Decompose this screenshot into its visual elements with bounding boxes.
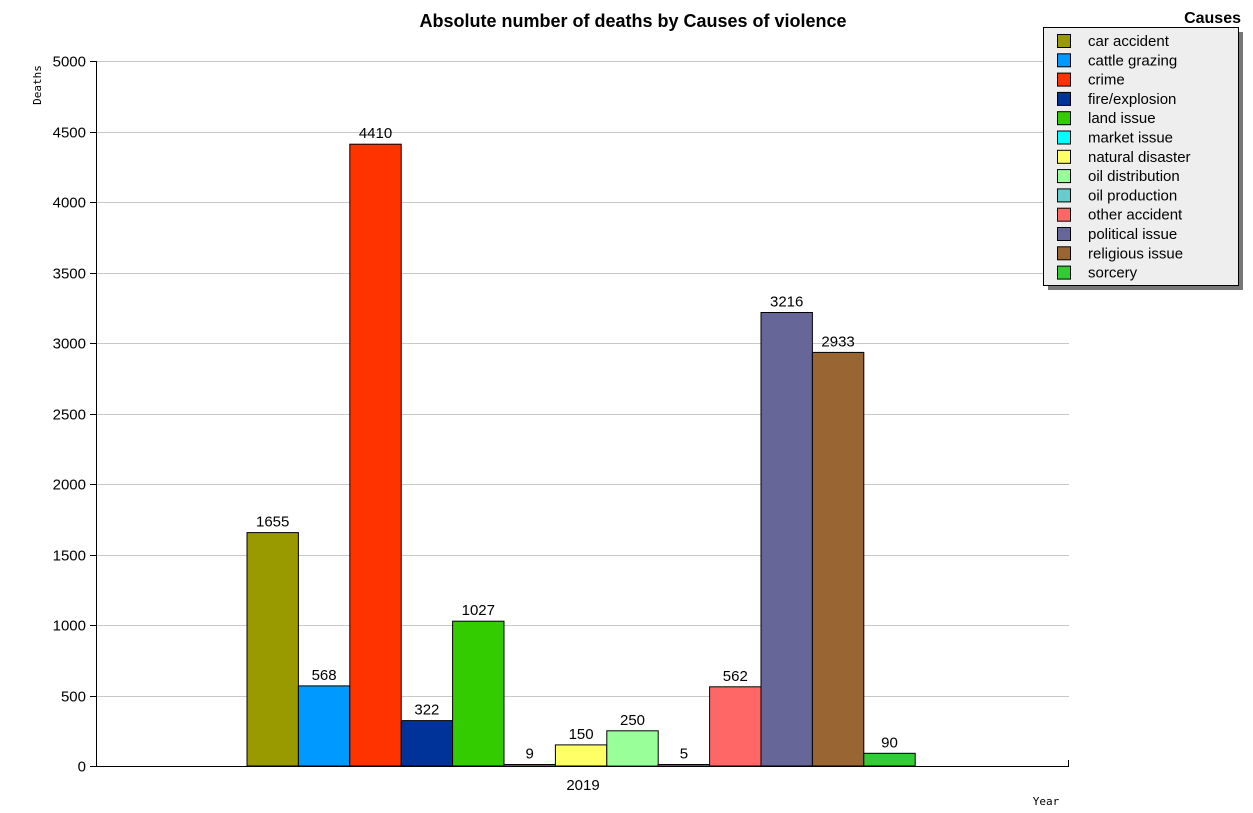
y-tick-label: 3000 — [53, 336, 86, 353]
legend-label: oil production — [1088, 187, 1177, 204]
data-label: 1655 — [256, 514, 289, 531]
y-tick-label: 3500 — [53, 266, 86, 283]
bar-fire-explosion — [400, 720, 454, 767]
legend-swatch — [1057, 149, 1071, 164]
bar-oil-production — [657, 764, 711, 767]
data-label: 150 — [569, 726, 594, 743]
data-label: 568 — [312, 667, 337, 684]
data-label: 4410 — [359, 125, 392, 142]
legend-swatch — [1057, 169, 1071, 184]
bar-cattle-grazing — [297, 685, 351, 767]
data-label: 1027 — [462, 602, 495, 619]
data-label: 2933 — [821, 333, 854, 350]
x-tick-label: 2019 — [566, 777, 599, 794]
legend-label: market issue — [1088, 130, 1173, 147]
data-label: 322 — [414, 702, 439, 719]
data-label: 250 — [620, 712, 645, 729]
y-axis-label: Deaths — [31, 65, 44, 105]
bar-land-issue — [452, 620, 505, 767]
bar-car-accident — [246, 532, 299, 767]
y-tick-label: 0 — [78, 759, 86, 776]
legend-label: fire/explosion — [1088, 91, 1176, 108]
bar-natural-disaster — [554, 744, 608, 767]
legend-label: cattle grazing — [1088, 52, 1177, 69]
y-tick-label: 4000 — [53, 195, 86, 212]
y-tick-label: 1000 — [53, 618, 86, 635]
y-tick-label: 1500 — [53, 548, 86, 565]
bar-market-issue — [503, 764, 556, 767]
legend-label: sorcery — [1088, 265, 1138, 282]
legend-swatch — [1057, 227, 1071, 241]
bar-other-accident — [709, 686, 762, 767]
axes: 0 500 1000 1500 2000 2500 3000 3500 4000 4500 5000… — [53, 54, 1069, 794]
data-label: 3216 — [770, 294, 803, 311]
data-label: 562 — [723, 668, 748, 685]
legend-swatch — [1057, 207, 1071, 222]
bar-religious-issue — [811, 351, 865, 767]
legend-label: natural disaster — [1088, 149, 1191, 166]
x-axis-label: Year — [1033, 795, 1060, 808]
legend-label: religious issue — [1088, 245, 1183, 262]
bar-crime — [349, 143, 402, 767]
legend-label: oil distribution — [1088, 168, 1180, 185]
y-tick-label: 5000 — [53, 54, 86, 71]
legend-swatch — [1057, 53, 1071, 68]
legend-box — [1043, 27, 1239, 286]
legend-swatch — [1057, 130, 1071, 145]
legend-title: Causes — [1184, 10, 1241, 27]
data-label: 5 — [680, 746, 688, 763]
legend-swatch — [1057, 91, 1071, 106]
legend-label: other accident — [1088, 207, 1183, 224]
legend-swatch — [1057, 72, 1071, 87]
bar-political-issue — [760, 312, 813, 767]
bars: 1655 568 4410 322 1027 9 150 250 5 562 3216 2933 90 — [246, 125, 916, 767]
data-label: 9 — [526, 746, 534, 763]
legend-label: political issue — [1088, 226, 1177, 243]
legend-label: crime — [1088, 72, 1125, 89]
legend-label: land issue — [1088, 110, 1156, 127]
legend-swatch — [1057, 188, 1071, 203]
y-tick-label: 4500 — [53, 125, 86, 142]
legend: Causes car accident cattle grazing crime fir… — [1043, 10, 1243, 290]
data-label: 90 — [881, 734, 898, 751]
y-tick-label: 2000 — [53, 477, 86, 494]
legend-swatch — [1057, 111, 1071, 126]
bar-sorcery — [863, 752, 916, 767]
chart-title: Absolute number of deaths by Causes of v… — [419, 11, 846, 31]
bar-oil-distribution — [606, 730, 659, 767]
legend-swatch — [1057, 246, 1071, 261]
legend-swatch — [1057, 265, 1071, 280]
legend-swatch — [1057, 34, 1071, 48]
y-tick-label: 500 — [61, 689, 86, 706]
y-tick-label: 2500 — [53, 407, 86, 424]
gridlines — [96, 61, 1069, 697]
legend-label: car accident — [1088, 33, 1170, 50]
